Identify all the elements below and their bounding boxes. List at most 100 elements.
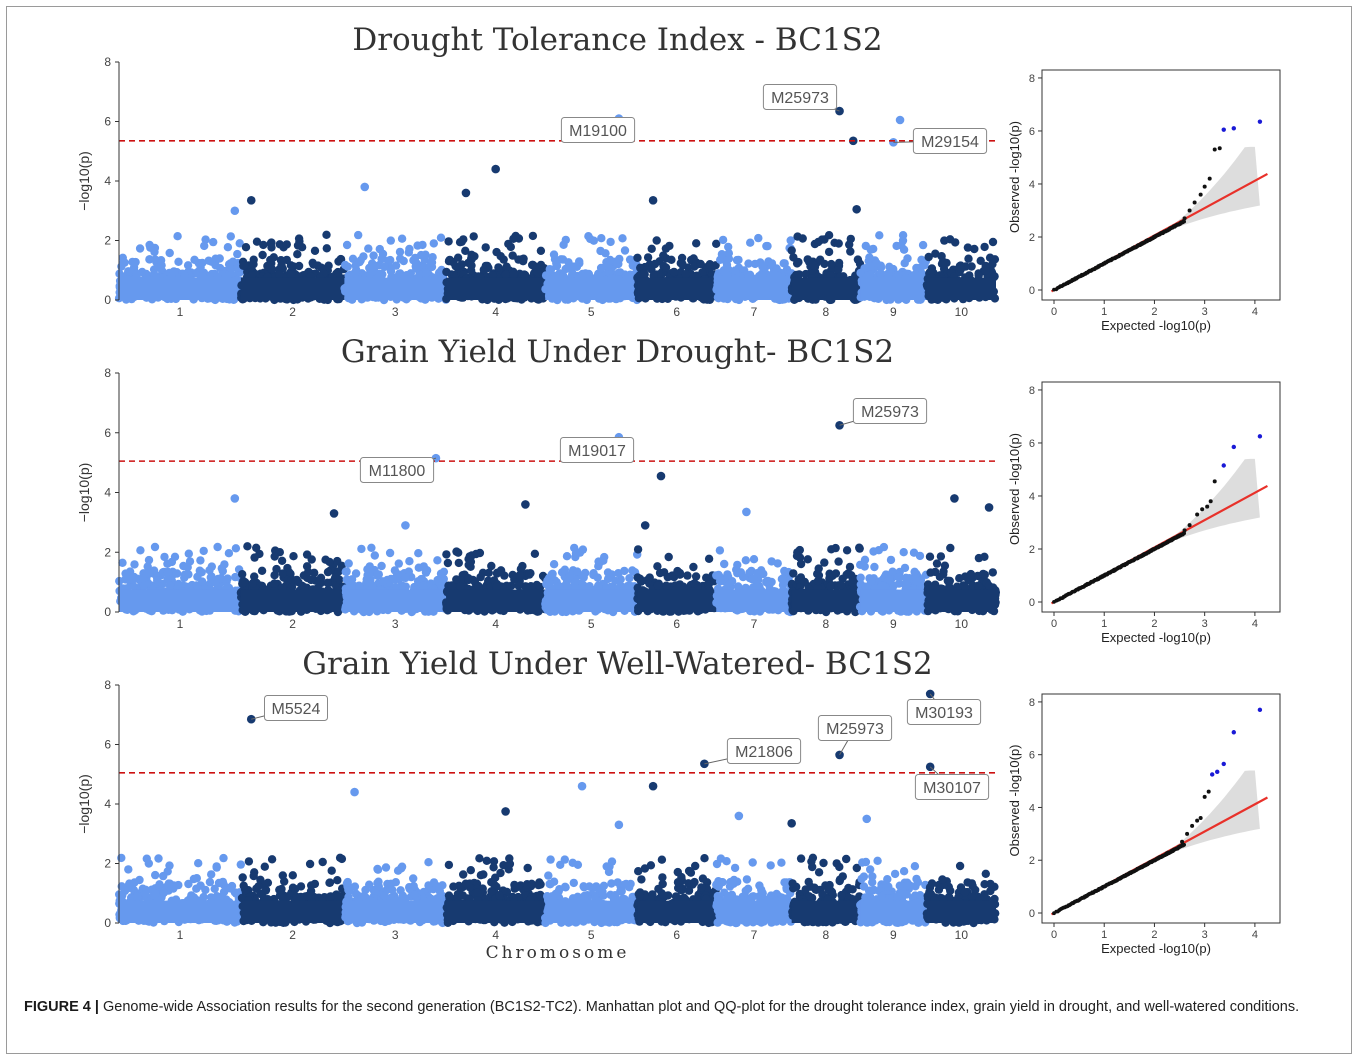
- snp-point: [433, 556, 442, 565]
- snp-point: [132, 270, 141, 279]
- snp-point: [866, 245, 875, 254]
- snp-point: [824, 231, 834, 240]
- snp-point: [238, 579, 247, 588]
- y-tick-label: 4: [104, 486, 111, 500]
- snp-point: [333, 267, 343, 277]
- snp-point: [323, 567, 333, 577]
- snp-point: [899, 245, 909, 254]
- snp-point: [900, 563, 910, 573]
- snp-point: [250, 553, 259, 562]
- snp-point: [139, 581, 149, 590]
- snp-point: [584, 269, 593, 279]
- top-snp-point: [656, 471, 666, 481]
- snp-point: [915, 551, 925, 561]
- top-snp-point: [461, 188, 471, 198]
- snp-band: [716, 589, 792, 612]
- snp-point: [368, 259, 377, 268]
- snp-point: [614, 569, 623, 578]
- snp-point: [212, 892, 222, 902]
- snp-point: [758, 262, 767, 271]
- snp-point: [664, 552, 673, 562]
- snp-label: M29154: [893, 128, 988, 154]
- top-snp-point: [648, 196, 658, 205]
- snp-point: [813, 576, 823, 586]
- snp-point: [899, 548, 908, 557]
- snp-point: [356, 256, 365, 265]
- snp-point: [277, 261, 286, 270]
- snp-point: [207, 269, 216, 279]
- snp-point: [667, 255, 676, 264]
- snp-point: [370, 551, 379, 560]
- snp-point: [597, 234, 606, 243]
- snp-point: [263, 261, 272, 271]
- snp-point: [824, 247, 834, 257]
- snp-point: [795, 270, 804, 279]
- snp-point: [172, 569, 182, 578]
- chromosome-tick-label: 9: [890, 617, 897, 631]
- snp-point: [789, 569, 798, 578]
- snp-point: [884, 575, 894, 584]
- snp-point: [341, 260, 350, 270]
- snp-point: [603, 574, 613, 584]
- snp-point: [427, 258, 436, 267]
- snp-point: [454, 558, 463, 568]
- snp-point: [194, 859, 203, 868]
- snp-point: [151, 889, 160, 899]
- snp-point: [141, 889, 150, 899]
- snp-point: [467, 261, 476, 270]
- snp-point: [692, 239, 701, 248]
- snp-point: [206, 573, 215, 582]
- snp-point: [365, 566, 375, 575]
- snp-point: [174, 257, 183, 266]
- snp-point: [831, 569, 841, 578]
- y-tick-label: 2: [104, 234, 111, 248]
- snp-point: [750, 259, 760, 269]
- snp-point: [385, 548, 395, 558]
- chromosome-tick-label: 1: [177, 305, 184, 319]
- snp-point: [988, 568, 997, 577]
- snp-point: [323, 578, 332, 587]
- snp-point: [678, 259, 687, 269]
- snp-point: [778, 574, 788, 583]
- snp-point: [763, 241, 772, 251]
- snp-point: [118, 558, 127, 567]
- snp-point: [487, 561, 496, 571]
- snp-point: [277, 556, 287, 565]
- snp-point: [223, 243, 233, 252]
- snp-point: [945, 235, 955, 244]
- snp-point: [267, 238, 276, 247]
- snp-label: M19017: [559, 436, 635, 463]
- snp-point: [461, 246, 470, 255]
- snp-point: [481, 243, 490, 252]
- snp-point: [496, 566, 506, 575]
- snp-point: [310, 246, 320, 255]
- chromosome-tick-label: 6: [673, 305, 680, 319]
- top-snp-point: [742, 507, 751, 517]
- snp-point: [492, 247, 501, 257]
- snp-point: [605, 264, 614, 273]
- snp-point: [846, 234, 855, 244]
- snp-point: [306, 575, 316, 585]
- snp-point: [494, 263, 503, 272]
- snp-point: [636, 577, 646, 586]
- snp-point: [520, 270, 529, 279]
- snp-point: [931, 249, 940, 258]
- snp-point: [960, 582, 970, 591]
- snp-label-text: M19017: [568, 443, 626, 460]
- snp-point: [643, 253, 653, 262]
- snp-point: [414, 563, 423, 572]
- snp-point: [749, 555, 759, 564]
- snp-point: [212, 862, 221, 871]
- snp-point: [294, 578, 303, 587]
- snp-point: [578, 269, 587, 279]
- snp-point: [342, 240, 352, 250]
- snp-point: [362, 575, 371, 584]
- snp-point: [351, 268, 360, 278]
- snp-point: [165, 248, 174, 258]
- snp-point: [559, 240, 568, 249]
- snp-point: [596, 263, 606, 273]
- snp-point: [142, 569, 151, 578]
- snp-point: [192, 884, 201, 893]
- snp-point: [773, 559, 782, 568]
- snp-point: [938, 257, 948, 266]
